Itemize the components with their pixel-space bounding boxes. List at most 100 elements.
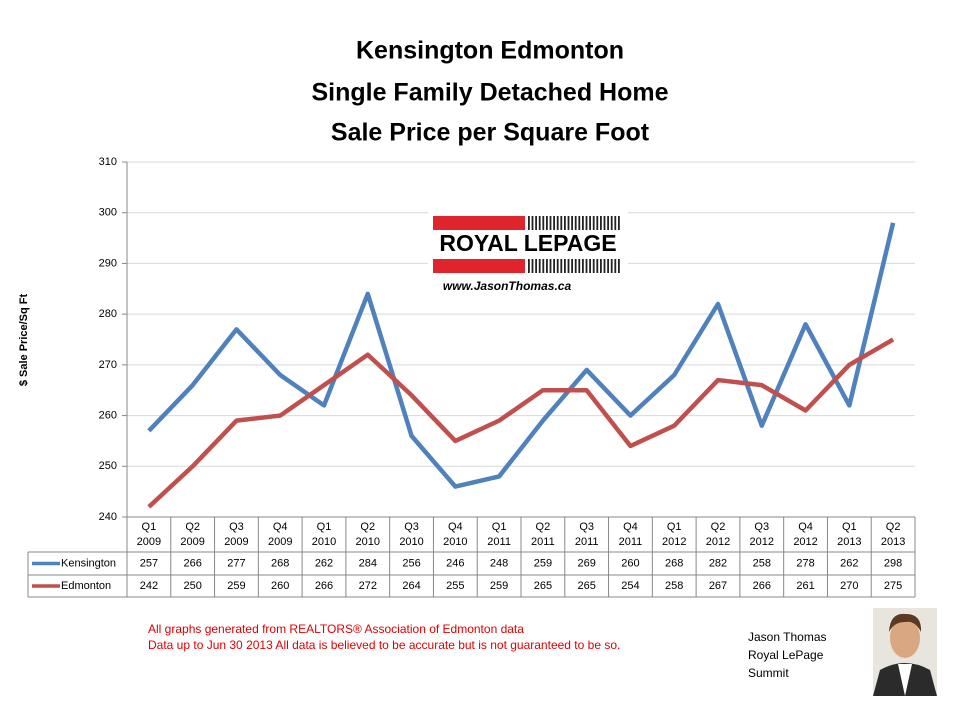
chart-title: Sale Price per Square Foot: [331, 119, 650, 147]
logo-stripe: [578, 216, 581, 230]
table-value: 259: [534, 557, 552, 569]
logo-stripe: [538, 216, 541, 230]
logo-stripe: [610, 216, 613, 230]
logo-stripe: [607, 259, 609, 273]
table-value: 262: [315, 557, 333, 569]
x-tick-label: 2012: [750, 536, 774, 548]
logo-stripe: [589, 259, 591, 273]
logo-stripe: [610, 259, 613, 273]
logo-stripe: [582, 216, 584, 230]
x-tick-label: 2009: [137, 536, 161, 548]
table-value: 268: [271, 557, 289, 569]
footnote: All graphs generated from REALTORS® Asso…: [148, 622, 524, 636]
x-tick-label: 2011: [619, 536, 643, 548]
table-value: 264: [402, 580, 420, 592]
x-tick-label: Q2: [536, 521, 551, 533]
y-axis-label: $ Sale Price/Sq Ft: [18, 294, 30, 387]
x-tick-label: Q3: [404, 521, 419, 533]
x-tick-label: Q2: [886, 521, 901, 533]
series-line: [147, 222, 896, 489]
logo-stripe: [556, 216, 559, 230]
table-value: 277: [227, 557, 245, 569]
table-value: 242: [140, 580, 158, 592]
table-value: 266: [183, 557, 201, 569]
table-value: 266: [753, 580, 771, 592]
table-value: 257: [140, 557, 158, 569]
logo-stripe: [571, 259, 573, 273]
logo-stripe: [574, 216, 577, 230]
x-tick-label: 2012: [793, 536, 817, 548]
table-value: 298: [884, 557, 902, 569]
logo-brand: ROYAL LEPAGE: [439, 230, 616, 256]
logo-stripe: [589, 216, 591, 230]
table-value: 267: [709, 580, 727, 592]
table-value: 258: [753, 557, 771, 569]
signature: Jason Thomas: [748, 630, 827, 644]
x-tick-label: 2012: [706, 536, 730, 548]
logo-stripe: [603, 216, 606, 230]
table-value: 260: [271, 580, 289, 592]
logo-stripe: [614, 259, 617, 273]
logo-stripe: [549, 259, 552, 273]
chart-title: Kensington Edmonton: [356, 37, 624, 65]
series-line: [147, 337, 895, 509]
logo-stripe: [603, 259, 606, 273]
logo-stripe: [600, 216, 602, 230]
logo-stripe: [585, 259, 588, 273]
x-tick-label: Q1: [667, 521, 682, 533]
logo-stripe: [549, 216, 552, 230]
y-tick-label: 270: [99, 359, 117, 371]
photo-hair: [889, 613, 922, 632]
logo-stripe: [556, 259, 559, 273]
logo-stripe: [592, 216, 595, 230]
logo-stripe: [596, 259, 599, 273]
table-value: 258: [665, 580, 683, 592]
table-value: 246: [446, 557, 464, 569]
table-value: 268: [665, 557, 683, 569]
table-value: 266: [315, 580, 333, 592]
logo-stripe: [546, 259, 548, 273]
table-value: 275: [884, 580, 902, 592]
x-tick-label: Q3: [754, 521, 769, 533]
logo-stripe: [564, 259, 566, 273]
logo-stripe: [618, 216, 620, 230]
x-tick-label: Q4: [448, 521, 463, 533]
y-tick-label: 300: [99, 207, 117, 219]
table-value: 262: [840, 557, 858, 569]
logo-stripe: [528, 216, 530, 230]
table-value: 250: [183, 580, 201, 592]
y-tick-label: 290: [99, 257, 117, 269]
x-tick-label: 2009: [180, 536, 204, 548]
x-tick-label: Q1: [842, 521, 857, 533]
x-tick-label: 2011: [575, 536, 599, 548]
x-tick-label: Q1: [142, 521, 157, 533]
x-tick-label: Q3: [229, 521, 244, 533]
table-value: 259: [490, 580, 508, 592]
logo-stripe: [618, 259, 620, 273]
x-tick-label: 2011: [531, 536, 555, 548]
x-tick-label: 2010: [399, 536, 423, 548]
table-value: 284: [359, 557, 377, 569]
y-tick-label: 260: [99, 409, 117, 421]
y-tick-label: 250: [99, 460, 117, 472]
x-tick-label: Q4: [798, 521, 813, 533]
logo-stripe: [535, 259, 537, 273]
x-tick-label: Q1: [317, 521, 332, 533]
logo-stripe: [542, 259, 545, 273]
table-value: 261: [796, 580, 814, 592]
logo-stripe: [535, 216, 537, 230]
legend-label: Kensington: [61, 557, 116, 569]
x-tick-label: Q1: [492, 521, 507, 533]
footnote: Data up to Jun 30 2013 All data is belie…: [148, 638, 620, 652]
logo-stripe: [546, 216, 548, 230]
logo-stripe: [560, 216, 563, 230]
x-tick-label: 2010: [356, 536, 380, 548]
table-value: 270: [840, 580, 858, 592]
signature: Royal LePage: [748, 648, 824, 662]
logo-stripe: [600, 259, 602, 273]
logo: ROYAL LEPAGE www.JasonThomas.ca: [428, 212, 628, 293]
photo-face: [890, 618, 920, 658]
x-tick-label: Q2: [185, 521, 200, 533]
x-tick-label: 2013: [837, 536, 861, 548]
